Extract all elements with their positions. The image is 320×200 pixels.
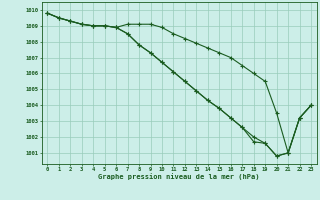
X-axis label: Graphe pression niveau de la mer (hPa): Graphe pression niveau de la mer (hPa) (99, 173, 260, 180)
